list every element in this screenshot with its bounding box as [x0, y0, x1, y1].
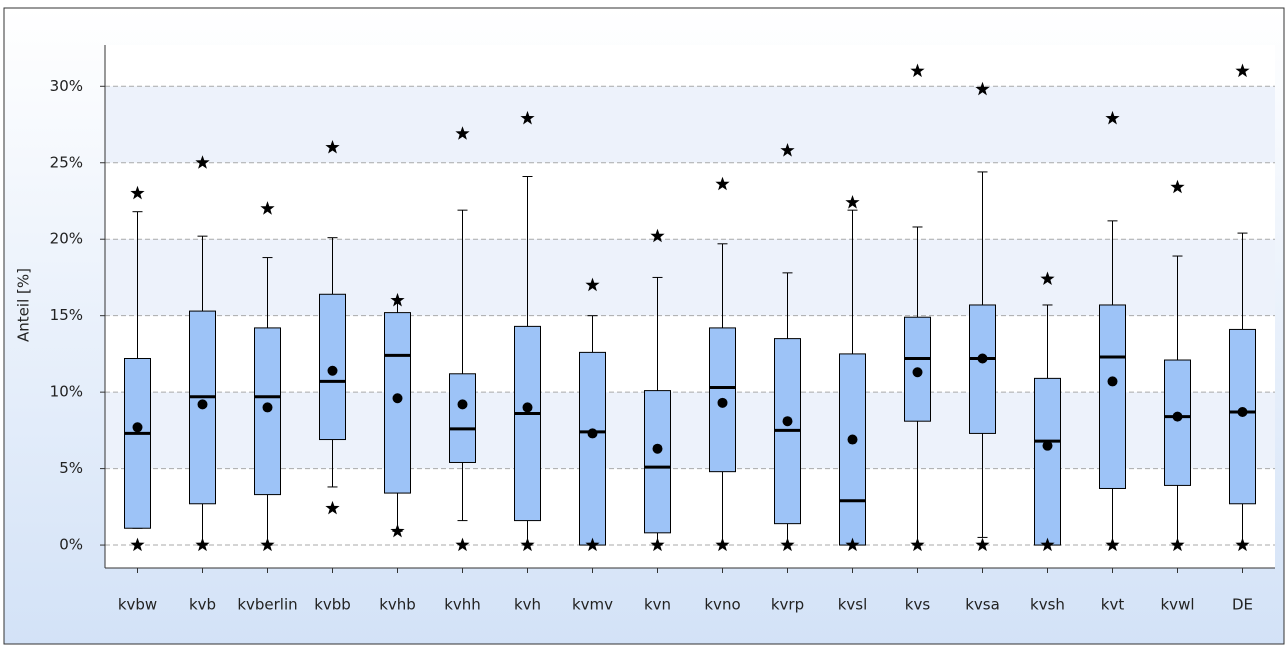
y-tick-label: 10% [50, 383, 83, 401]
outlier [1105, 537, 1120, 552]
x-tick-label: kvhh [444, 596, 481, 614]
mean [587, 428, 598, 439]
outlier [1170, 179, 1185, 194]
outlier [1040, 271, 1055, 285]
mean [1237, 407, 1248, 418]
outlier [650, 228, 665, 243]
outlier [975, 81, 990, 96]
x-tick-label: kvh [514, 596, 541, 614]
outlier [520, 537, 535, 552]
outlier [845, 537, 860, 552]
outlier [325, 140, 340, 154]
y-tick-label: 20% [50, 230, 83, 248]
outlier [455, 126, 470, 140]
mean [847, 434, 858, 445]
mean [457, 399, 468, 410]
outlier [1235, 537, 1250, 552]
mean [132, 422, 143, 433]
x-tick-label: kvbw [118, 596, 157, 614]
outlier [585, 277, 600, 292]
mean [912, 367, 923, 378]
outlier [715, 176, 730, 191]
outlier [260, 537, 275, 552]
mean [262, 402, 273, 413]
x-tick-label: DE [1232, 596, 1253, 614]
box [644, 390, 671, 534]
outlier [910, 63, 925, 78]
box [124, 357, 151, 529]
outlier [910, 537, 925, 552]
y-tick-label: 5% [59, 459, 83, 477]
outlier [1105, 110, 1120, 125]
x-tick-label: kvn [644, 596, 671, 614]
outlier [455, 537, 470, 552]
x-tick-label: kvhb [379, 596, 416, 614]
mean [1107, 376, 1118, 387]
outlier [650, 537, 665, 552]
x-tick-label: kvbb [314, 596, 351, 614]
outlier [975, 537, 990, 552]
x-tick-label: kvrp [771, 596, 804, 614]
y-axis-label: Anteil [%] [15, 268, 33, 342]
outlier [1040, 537, 1055, 552]
mean [327, 365, 338, 376]
outlier [780, 537, 795, 552]
outlier [390, 523, 405, 538]
box [514, 325, 541, 522]
outlier [1170, 537, 1185, 552]
outlier [715, 537, 730, 552]
grid-band [105, 239, 1275, 316]
grid-band [105, 392, 1275, 469]
box [579, 351, 606, 546]
x-tick-label: kvt [1101, 596, 1125, 614]
mean [197, 399, 208, 410]
y-tick-label: 15% [50, 306, 83, 324]
mean [1042, 440, 1053, 451]
outlier [585, 537, 600, 552]
mean [522, 402, 533, 413]
mean [977, 353, 988, 364]
y-tick-label: 30% [50, 77, 83, 95]
y-tick-label: 0% [59, 536, 83, 554]
box [1034, 377, 1061, 546]
outlier [1235, 63, 1250, 78]
x-tick-label: kvsl [838, 596, 868, 614]
box [969, 304, 996, 434]
mean [392, 393, 403, 404]
outlier [260, 201, 275, 215]
x-tick-label: kvwl [1161, 596, 1195, 614]
x-tick-label: kvberlin [237, 596, 297, 614]
outlier [195, 537, 210, 552]
outlier [130, 185, 145, 200]
outlier [390, 292, 405, 307]
outlier [195, 155, 210, 169]
mean [782, 416, 793, 427]
x-tick-label: kvsh [1030, 596, 1065, 614]
outlier [845, 195, 860, 209]
x-tick-label: kvno [704, 596, 740, 614]
mean [652, 443, 663, 454]
mean [1172, 411, 1183, 422]
outlier [520, 110, 535, 125]
x-tick-label: kvsa [965, 596, 1000, 614]
outlier [325, 500, 340, 515]
box [1099, 304, 1126, 489]
x-tick-label: kvb [189, 596, 216, 614]
x-tick-label: kvs [905, 596, 931, 614]
mean [717, 397, 728, 408]
outlier [130, 537, 145, 552]
box [1164, 359, 1191, 486]
grid-band [105, 86, 1275, 163]
x-tick-label: kvmv [572, 596, 613, 614]
outlier [780, 143, 795, 157]
box [839, 353, 866, 546]
y-tick-label: 25% [50, 153, 83, 171]
box [449, 373, 476, 463]
